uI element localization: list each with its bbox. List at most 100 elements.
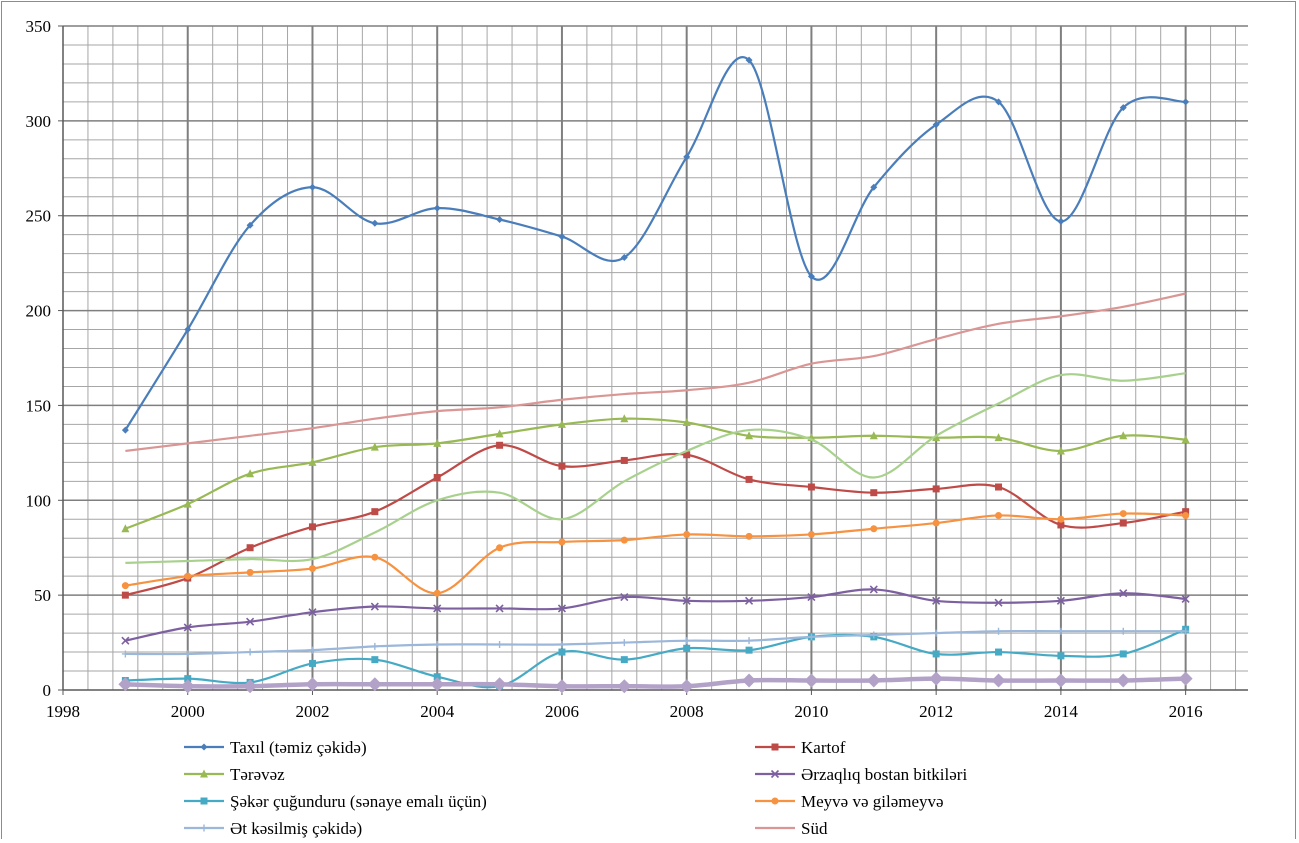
data-point xyxy=(995,98,1003,106)
data-point xyxy=(118,677,133,692)
x-tick-label: 2002 xyxy=(295,702,329,721)
data-point xyxy=(995,483,1003,491)
data-point xyxy=(1057,627,1065,635)
chart-axes xyxy=(58,25,1248,695)
data-point xyxy=(430,677,445,692)
data-point xyxy=(246,544,254,552)
data-point xyxy=(495,604,504,613)
chart-grid xyxy=(62,25,1248,690)
data-point xyxy=(683,644,691,652)
data-point xyxy=(807,483,815,491)
data-point xyxy=(683,153,691,161)
legend-entry-0: Taxıl (təmiz çəkidə) xyxy=(184,738,367,757)
data-point xyxy=(367,677,382,692)
series-line xyxy=(125,629,1186,656)
data-point xyxy=(1181,594,1190,604)
series-line xyxy=(125,512,1186,595)
data-point xyxy=(869,431,878,440)
data-point xyxy=(246,469,255,478)
data-point xyxy=(121,524,130,533)
data-point xyxy=(932,485,940,493)
series-3 xyxy=(121,585,1190,645)
data-point xyxy=(682,596,691,605)
data-point xyxy=(183,623,192,632)
series-line xyxy=(125,676,1186,689)
data-point xyxy=(1182,627,1190,635)
data-point xyxy=(932,650,940,658)
data-point xyxy=(1119,431,1128,440)
data-point xyxy=(121,591,129,599)
data-point xyxy=(305,677,320,692)
data-point xyxy=(308,183,316,191)
x-tick-label: 2016 xyxy=(1169,702,1203,721)
data-point xyxy=(184,675,192,683)
x-tick-label: 2008 xyxy=(670,702,704,721)
chart-series xyxy=(118,56,1193,694)
data-point xyxy=(866,673,881,688)
data-point xyxy=(744,596,754,605)
series-5 xyxy=(121,510,1190,597)
data-point xyxy=(932,433,941,442)
data-point xyxy=(994,433,1003,442)
y-tick-label: 250 xyxy=(26,207,52,226)
data-point xyxy=(1116,673,1131,688)
data-point xyxy=(433,204,441,212)
data-point xyxy=(870,489,878,497)
data-point xyxy=(1119,589,1128,598)
series-line xyxy=(125,444,1186,597)
data-point xyxy=(1057,652,1065,660)
data-point xyxy=(929,671,944,686)
data-point xyxy=(246,568,254,576)
data-point xyxy=(246,221,254,229)
data-point xyxy=(1119,627,1127,635)
data-point xyxy=(932,121,940,129)
legend-label: Ət kəsilmiş çəkidə) xyxy=(230,819,362,838)
data-point xyxy=(620,639,628,647)
data-point xyxy=(433,640,441,648)
chart-ticks: 0 50 100 150 200 250 300 350 1998 2000 2002 2004 200… xyxy=(26,17,1203,721)
data-point xyxy=(246,648,254,656)
data-point xyxy=(745,475,753,483)
legend-marker xyxy=(770,769,780,779)
data-point xyxy=(1178,671,1193,686)
data-point xyxy=(620,592,629,602)
data-point xyxy=(371,508,379,516)
data-point xyxy=(742,673,757,688)
y-tick-label: 0 xyxy=(43,681,52,700)
data-point xyxy=(682,418,691,427)
legend-marker xyxy=(771,743,779,751)
data-point xyxy=(995,511,1003,519)
data-point xyxy=(807,272,815,280)
data-point xyxy=(183,499,192,508)
data-point xyxy=(870,631,878,639)
y-tick-label: 50 xyxy=(34,586,51,605)
data-point xyxy=(994,598,1003,607)
data-point xyxy=(745,646,753,654)
data-point xyxy=(1182,508,1190,516)
data-point xyxy=(308,523,316,531)
series-7 xyxy=(125,292,1186,453)
legend-label: Süd xyxy=(801,819,828,838)
legend-entry-4: Şəkər çuğunduru (sənaye emalı üçün) xyxy=(184,792,487,811)
data-point xyxy=(617,679,632,694)
data-point xyxy=(1181,435,1190,444)
data-point xyxy=(745,532,753,540)
data-point xyxy=(558,462,566,470)
legend-label: Ərzaqlıq bostan bitkiləri xyxy=(801,765,967,784)
data-point xyxy=(433,673,441,681)
legend-label: Meyvə və giləmeyvə xyxy=(801,792,944,811)
legend-label: Taxıl (təmiz çəkidə) xyxy=(230,738,367,757)
data-point xyxy=(371,553,379,561)
data-point xyxy=(371,642,379,650)
data-point xyxy=(1056,596,1065,605)
x-tick-label: 2012 xyxy=(919,702,953,721)
legend-entry-5: Meyvə və giləmeyvə xyxy=(755,792,944,811)
data-point xyxy=(558,538,566,546)
data-point xyxy=(620,414,629,423)
data-point xyxy=(557,604,567,613)
x-tick-label: 2000 xyxy=(171,702,205,721)
data-point xyxy=(1056,446,1065,455)
series-line xyxy=(125,292,1186,453)
data-point xyxy=(496,544,504,552)
